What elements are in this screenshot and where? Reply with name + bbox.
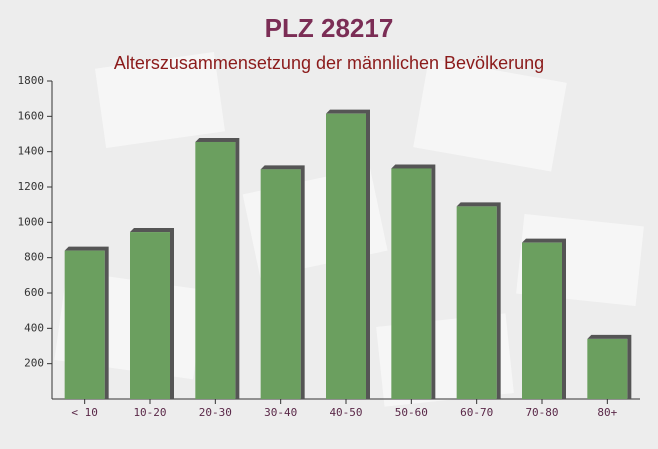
bar (195, 141, 236, 399)
y-tick-label: 600 (24, 286, 44, 299)
bar (326, 113, 366, 399)
y-tick-label: 1800 (18, 74, 45, 87)
y-tick-label: 400 (24, 321, 44, 334)
x-tick-label: 50-60 (395, 406, 428, 419)
bar (260, 169, 301, 399)
y-tick-label: 1400 (18, 145, 45, 158)
x-tick-label: 70-80 (525, 406, 558, 419)
x-tick-label: 20-30 (199, 406, 232, 419)
x-tick-label: < 10 (71, 406, 98, 419)
x-tick-label: 40-50 (329, 406, 362, 419)
bar (391, 168, 432, 399)
y-tick-label: 200 (24, 357, 44, 370)
bar (587, 338, 628, 399)
x-tick-label: 80+ (597, 406, 617, 419)
y-tick-label: 800 (24, 251, 44, 264)
bar (522, 242, 562, 399)
x-tick-label: 30-40 (264, 406, 297, 419)
y-tick-label: 1000 (18, 215, 45, 228)
y-tick-label: 1200 (18, 180, 45, 193)
bar (64, 250, 105, 399)
chart-title: PLZ 28217 (265, 13, 394, 43)
x-tick-label: 10-20 (133, 406, 166, 419)
chart-subtitle: Alterszusammensetzung der männlichen Bev… (114, 53, 544, 73)
y-tick-label: 1600 (18, 109, 45, 122)
x-tick-label: 60-70 (460, 406, 493, 419)
bar (130, 232, 170, 399)
bar (456, 206, 497, 399)
